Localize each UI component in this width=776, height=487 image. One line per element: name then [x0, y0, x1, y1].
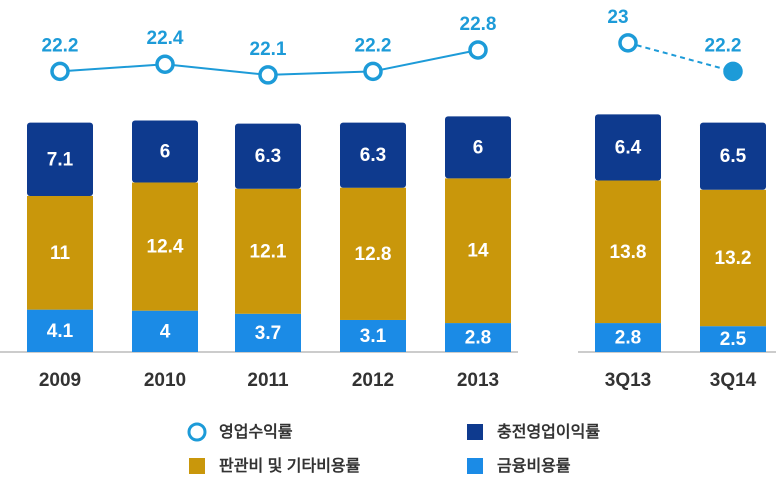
line-value-label: 22.8: [460, 14, 497, 35]
bar-value-label: 3.7: [255, 323, 281, 344]
bar-value-label: 6.3: [360, 145, 386, 166]
line-value-label: 23: [607, 7, 628, 28]
line-value-label: 22.2: [705, 35, 742, 56]
bar-segment: [235, 123, 301, 189]
bar-segment: [595, 114, 661, 181]
line-marker: [50, 61, 70, 82]
bar-segment: [445, 323, 511, 352]
bar-segment: [340, 319, 406, 352]
line-marker: [723, 61, 743, 82]
bar-segment: [445, 178, 511, 324]
bar-segment: [132, 182, 198, 311]
x-tick-label: 2011: [247, 370, 289, 391]
line-marker: [155, 54, 175, 74]
bar-value-label: 6: [473, 137, 484, 158]
legend-label: 판관비 및 기타비용률: [219, 456, 361, 475]
legend-label: 금융비용률: [497, 457, 571, 475]
line: [627, 41, 734, 73]
bar-segment: [445, 116, 511, 179]
bar-value-label: 4: [160, 321, 171, 342]
bar-segment: [235, 313, 301, 352]
bar-value-label: 7.1: [47, 149, 74, 170]
bar-segment: [27, 122, 93, 196]
bar-value-label: 12.1: [250, 241, 287, 262]
bar-value-label: 6.3: [255, 146, 281, 167]
bar-value-label: 6: [160, 142, 171, 163]
bar-segment: [340, 122, 406, 188]
line-marker: [363, 61, 383, 82]
bar-value-label: 3.1: [360, 326, 387, 347]
line-value-label: 22.2: [355, 35, 392, 56]
x-tick-label: 3Q13: [605, 370, 651, 391]
x-tick-label: 2012: [352, 370, 394, 391]
legend-marker: [467, 458, 483, 474]
bar-segment: [700, 122, 766, 190]
bar-value-label: 11: [50, 243, 71, 264]
bar-value-label: 6.5: [720, 146, 747, 167]
line-marker: [258, 65, 278, 85]
bar-segment: [235, 188, 301, 314]
line-value-label: 22.1: [250, 39, 287, 60]
bar-segment: [700, 189, 766, 327]
bar-value-label: 6.4: [615, 137, 642, 158]
bar-value-label: 13.8: [610, 242, 647, 263]
legend-label: 영업수익률: [219, 422, 293, 441]
line-value-label: 22.4: [147, 28, 184, 49]
line-marker: [468, 40, 488, 60]
bar-value-label: 12.8: [355, 244, 392, 265]
line-value-label: 22.2: [42, 35, 79, 56]
bar-segment: [132, 310, 198, 352]
legend-marker: [467, 424, 483, 440]
bar-segment: [595, 180, 661, 324]
x-tick-label: 2010: [144, 370, 186, 391]
bar-value-label: 13.2: [715, 248, 752, 269]
bar-segment: [132, 120, 198, 183]
bar-segment: [595, 323, 661, 352]
bar-value-label: 14: [467, 241, 489, 262]
bar-value-label: 4.1: [47, 321, 74, 342]
x-tick-label: 2013: [457, 370, 499, 391]
bar-segment: [27, 309, 93, 352]
bar-value-label: 12.4: [147, 237, 184, 258]
bar-value-label: 2.8: [615, 328, 641, 349]
line-marker: [618, 33, 638, 53]
x-tick-label: 2009: [39, 370, 81, 391]
bar-segment: [340, 187, 406, 320]
bar-value-label: 2.5: [720, 329, 747, 350]
legend-marker: [187, 422, 207, 442]
bar-segment: [27, 195, 93, 310]
legend-label: 충전영업이익률: [497, 422, 600, 441]
bar-value-label: 2.8: [465, 328, 491, 349]
legend-marker: [189, 458, 205, 474]
x-tick-label: 3Q14: [710, 370, 757, 391]
bar-segment: [700, 326, 766, 352]
